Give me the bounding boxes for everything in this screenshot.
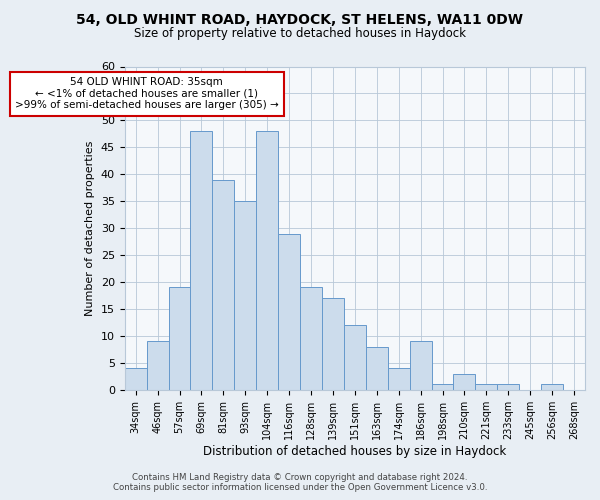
Bar [366,346,388,390]
Bar [410,342,431,390]
Bar [388,368,410,390]
Bar [125,368,146,390]
Bar [190,131,212,390]
Text: Contains HM Land Registry data © Crown copyright and database right 2024.
Contai: Contains HM Land Registry data © Crown c… [113,473,487,492]
Text: 54, OLD WHINT ROAD, HAYDOCK, ST HELENS, WA11 0DW: 54, OLD WHINT ROAD, HAYDOCK, ST HELENS, … [77,12,523,26]
Y-axis label: Number of detached properties: Number of detached properties [85,140,95,316]
Bar [454,374,475,390]
Bar [541,384,563,390]
Bar [497,384,519,390]
Bar [431,384,454,390]
Bar [475,384,497,390]
Text: 54 OLD WHINT ROAD: 35sqm
← <1% of detached houses are smaller (1)
>99% of semi-d: 54 OLD WHINT ROAD: 35sqm ← <1% of detach… [15,78,278,110]
Bar [212,180,235,390]
X-axis label: Distribution of detached houses by size in Haydock: Distribution of detached houses by size … [203,444,506,458]
Text: Size of property relative to detached houses in Haydock: Size of property relative to detached ho… [134,28,466,40]
Bar [256,131,278,390]
Bar [278,234,300,390]
Bar [146,342,169,390]
Bar [169,288,190,390]
Bar [322,298,344,390]
Bar [344,325,366,390]
Bar [235,201,256,390]
Bar [300,288,322,390]
